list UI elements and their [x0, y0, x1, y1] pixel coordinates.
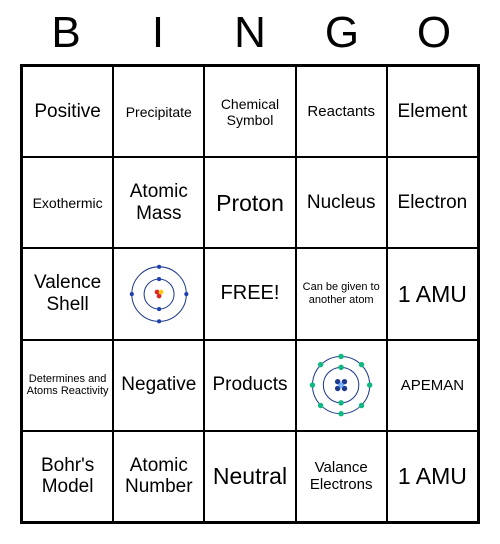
cell-text: Products — [213, 374, 288, 396]
cell-text: 1 AMU — [398, 281, 467, 307]
bingo-cell[interactable]: Electron — [387, 157, 478, 248]
cell-text: Atomic Mass — [116, 181, 201, 225]
bingo-grid: Positive Precipitate Chemical Symbol Reacta… — [20, 64, 480, 524]
cell-text: Element — [398, 101, 468, 123]
cell-text: APEMAN — [401, 377, 464, 394]
cell-text: Precipitate — [126, 104, 192, 120]
bingo-cell[interactable]: Proton — [204, 157, 295, 248]
bingo-cell[interactable]: FREE! — [204, 248, 295, 339]
bingo-cell[interactable]: Reactants — [296, 66, 387, 157]
bingo-cell[interactable]: Valance Electrons — [296, 431, 387, 522]
cell-text: 1 AMU — [398, 463, 467, 489]
cell-text: Can be given to another atom — [299, 281, 384, 306]
bingo-cell[interactable] — [113, 248, 204, 339]
bingo-cell[interactable]: Precipitate — [113, 66, 204, 157]
cell-text: Proton — [216, 190, 284, 216]
svg-text:-: - — [341, 367, 342, 371]
cell-text: Electron — [398, 192, 468, 214]
header-g: G — [296, 8, 388, 58]
cell-text: Chemical Symbol — [207, 96, 292, 128]
cell-text: Nucleus — [307, 192, 376, 214]
bingo-cell[interactable]: 1 AMU — [387, 431, 478, 522]
cell-text: Positive — [34, 101, 101, 123]
header-n: N — [204, 8, 296, 58]
header-b: B — [20, 8, 112, 58]
bingo-cell[interactable]: Element — [387, 66, 478, 157]
cell-text: Determines and Atoms Reactivity — [25, 373, 110, 398]
cell-text: Valance Electrons — [299, 459, 384, 494]
cell-text: Negative — [121, 374, 196, 396]
cell-text: Reactants — [307, 103, 375, 120]
svg-text:-: - — [341, 402, 342, 406]
bingo-cell[interactable]: APEMAN — [387, 340, 478, 431]
bingo-cell[interactable]: Positive — [22, 66, 113, 157]
bingo-cell[interactable]: Can be given to another atom — [296, 248, 387, 339]
bingo-cell[interactable]: Bohr's Model — [22, 431, 113, 522]
bingo-cell[interactable]: Nucleus — [296, 157, 387, 248]
bingo-cell[interactable]: Valence Shell — [22, 248, 113, 339]
bingo-cell[interactable]: Products — [204, 340, 295, 431]
bingo-cell[interactable]: Determines and Atoms Reactivity — [22, 340, 113, 431]
cell-text: Valence Shell — [25, 272, 110, 316]
cell-text: Neutral — [213, 463, 287, 489]
atom-diagram-icon — [125, 260, 193, 328]
atom-diagram-icon: + - - — [307, 351, 375, 419]
bingo-cell[interactable]: Chemical Symbol — [204, 66, 295, 157]
header-o: O — [388, 8, 480, 58]
bingo-cell[interactable]: Atomic Mass — [113, 157, 204, 248]
bingo-cell[interactable]: Exothermic — [22, 157, 113, 248]
bingo-cell[interactable]: 1 AMU — [387, 248, 478, 339]
cell-text: Atomic Number — [116, 455, 201, 499]
cell-text: Exothermic — [33, 195, 103, 211]
bingo-header: B I N G O — [20, 8, 480, 58]
header-i: I — [112, 8, 204, 58]
bingo-cell[interactable]: Negative — [113, 340, 204, 431]
bingo-cell[interactable]: Atomic Number — [113, 431, 204, 522]
bingo-cell[interactable]: Neutral — [204, 431, 295, 522]
cell-text: Bohr's Model — [25, 455, 110, 499]
cell-text: FREE! — [221, 282, 280, 305]
bingo-cell[interactable]: + - - — [296, 340, 387, 431]
